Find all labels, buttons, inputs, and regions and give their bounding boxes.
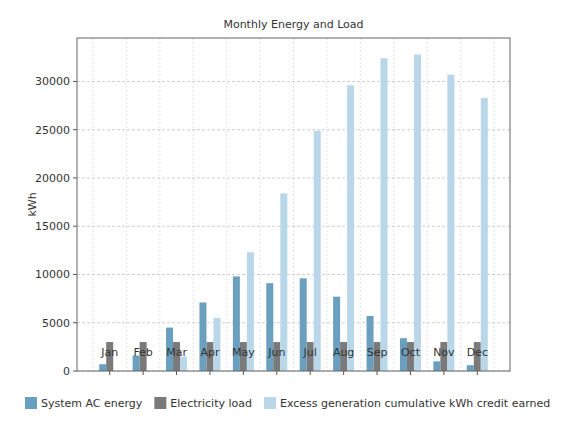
v-grid-line [93,38,94,371]
y-tick [73,129,77,130]
y-tick-label: 15000 [35,220,70,233]
plot-frame [77,38,510,371]
x-tick-label: Nov [433,346,455,359]
legend-swatch [264,397,276,409]
x-tick-label: Jun [267,346,285,359]
x-tick [443,371,444,375]
x-tick-label: Mar [166,346,187,359]
x-tick-label: Sep [367,346,388,359]
legend: System AC energy Electricity load Excess g… [25,397,550,410]
y-tick-label: 20000 [35,172,70,185]
bar [280,193,287,371]
x-tick [377,371,378,375]
y-tick-label: 5000 [42,317,70,330]
x-tick-label: Apr [200,346,220,359]
x-tick-label: Aug [333,346,354,359]
x-tick [209,371,210,375]
bar [99,364,106,371]
grid-line [77,226,510,227]
v-grid-line [226,38,227,371]
grid-line [77,177,510,178]
x-tick-label: May [232,346,255,359]
y-tick [73,322,77,323]
bar [467,365,474,371]
legend-swatch [25,397,37,409]
x-tick [310,371,311,375]
grid-line [77,129,510,130]
x-tick [109,371,110,375]
y-tick-label: 30000 [35,75,70,88]
chart-svg: 0 5000 10000 15000 20000 25000 30000 Jan Feb Mar A… [0,0,569,429]
x-tick-label: Oct [401,346,421,359]
legend-label: System AC energy [41,397,143,410]
bar [381,58,388,371]
plot-area [77,38,510,371]
x-tick [276,371,277,375]
chart-title: Monthly Energy and Load [223,18,363,31]
v-grid-line [326,38,327,371]
v-grid-line [293,38,294,371]
v-grid-line [494,38,495,371]
y-tick-label: 25000 [35,124,70,137]
bar [333,297,340,371]
v-grid-line [393,38,394,371]
bar [433,361,440,371]
y-tick-label: 10000 [35,268,70,281]
v-grid-line [159,38,160,371]
legend-label: Electricity load [170,397,252,410]
y-tick [73,81,77,82]
grid-line [77,322,510,323]
bar [481,98,488,371]
x-tick-label: Dec [467,346,488,359]
bar [347,85,354,371]
v-grid-line [260,38,261,371]
y-tick [73,226,77,227]
grid-line [77,274,510,275]
x-tick [143,371,144,375]
v-grid-line [193,38,194,371]
x-tick [176,371,177,375]
bars [99,54,488,371]
x-tick [243,371,244,375]
bar [314,131,321,371]
chart-container: 0 5000 10000 15000 20000 25000 30000 Jan Feb Mar A… [0,0,569,429]
v-grid-line [460,38,461,371]
bar [199,302,206,371]
legend-swatch [154,397,166,409]
x-tick-label: Jan [100,346,118,359]
y-axis-label: kWh [26,192,39,216]
y-tick [73,177,77,178]
x-tick [410,371,411,375]
y-tick-label: 0 [63,365,70,378]
legend-label: Excess generation cumulative kWh credit … [280,397,550,410]
x-tick [343,371,344,375]
v-grid-line [427,38,428,371]
v-grid-line [126,38,127,371]
bar [213,318,220,371]
v-grid-line [360,38,361,371]
bar [447,75,454,371]
x-tick [477,371,478,375]
x-tick-label: Feb [133,346,152,359]
x-tick-label: Jul [303,346,317,359]
grid-line [77,81,510,82]
bar [367,316,374,371]
bar [414,54,421,371]
y-tick [73,274,77,275]
y-tick [73,371,77,372]
